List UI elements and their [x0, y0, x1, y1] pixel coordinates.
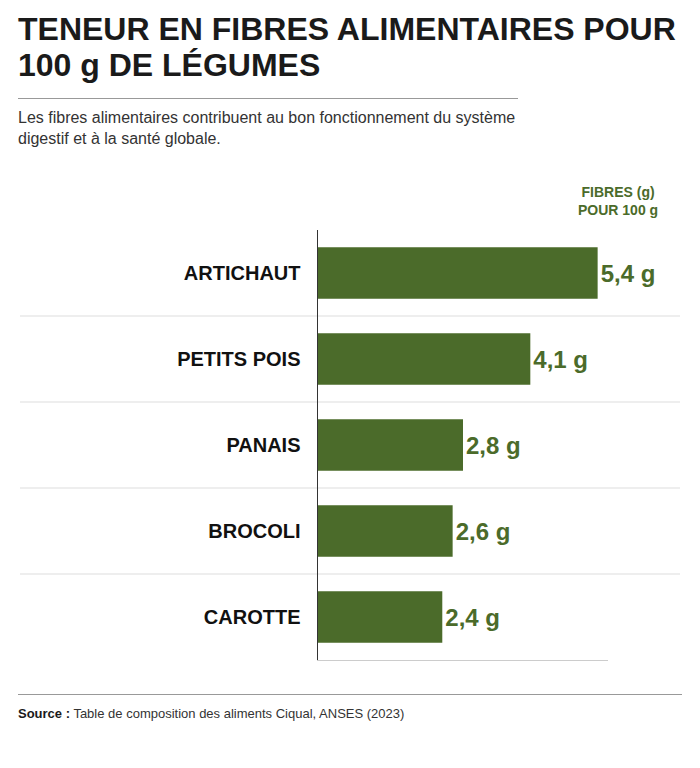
svg-text:2,8 g: 2,8 g — [466, 432, 521, 459]
svg-text:CAROTTE: CAROTTE — [204, 606, 301, 628]
html-text:Les fibres alimentaires contri: Les fibres alimentaires contribuent au b… — [18, 109, 516, 147]
svg-text:2,4 g: 2,4 g — [445, 604, 500, 631]
svg-text:PANAIS: PANAIS — [226, 434, 300, 456]
svg-text:5,4 g: 5,4 g — [601, 260, 656, 287]
svg-text:PETITS POIS: PETITS POIS — [177, 348, 300, 370]
html-text:Source : Table de composition: Source : Table de composition des alimen… — [18, 706, 405, 721]
svg-text:4,1 g: 4,1 g — [533, 346, 588, 373]
svg-text:BROCOLI: BROCOLI — [208, 520, 300, 542]
svg-text:2,6 g: 2,6 g — [456, 518, 511, 545]
svg-text:FIBRES (g)POUR 100 g: FIBRES (g)POUR 100 g — [578, 184, 658, 218]
html-text:TENEUR EN FIBRES ALIMENTAIRES: TENEUR EN FIBRES ALIMENTAIRES POUR 100 g… — [18, 11, 676, 83]
svg-text:ARTICHAUT: ARTICHAUT — [184, 262, 301, 284]
